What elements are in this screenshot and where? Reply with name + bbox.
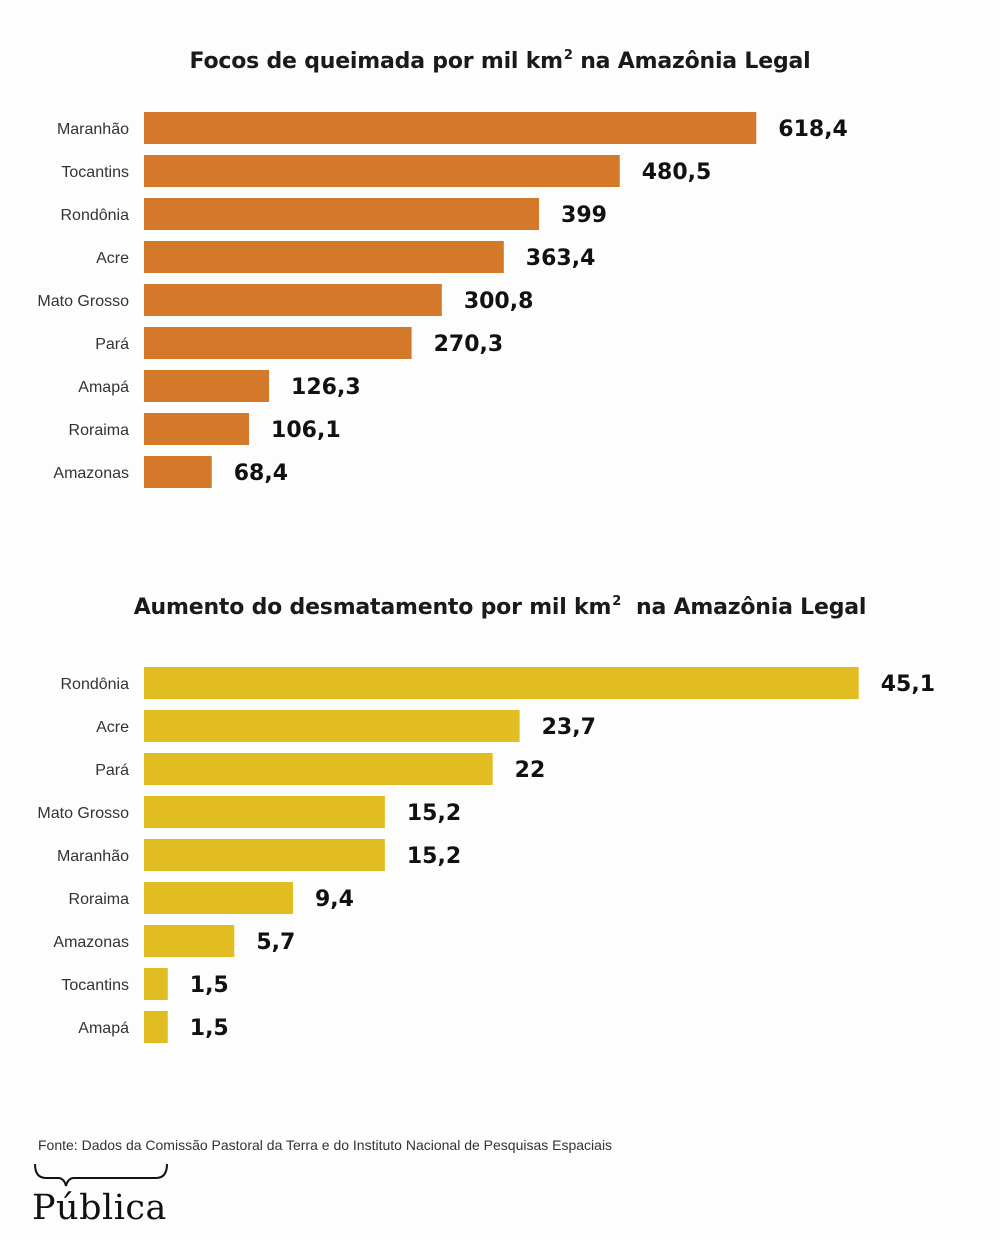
value-label: 9,4 xyxy=(315,887,354,912)
category-label: Mato Grosso xyxy=(37,293,129,310)
value-label: 270,3 xyxy=(434,332,504,357)
bar xyxy=(144,839,385,871)
bar xyxy=(144,456,212,488)
bar-chart-queimadas: Maranhão 618,4 Tocantins 480,5 Rondônia 399 Ac… xyxy=(37,112,848,488)
bar xyxy=(144,968,168,1000)
category-label: Acre xyxy=(96,250,129,267)
category-label: Pará xyxy=(95,336,129,353)
bar xyxy=(144,413,250,445)
category-label: Pará xyxy=(95,762,129,779)
category-label: Rondônia xyxy=(61,207,130,224)
speech-bubble-brace-icon xyxy=(34,1163,168,1187)
category-label: Rondônia xyxy=(61,676,130,693)
category-label: Tocantins xyxy=(61,164,129,181)
value-label: 15,2 xyxy=(407,801,461,826)
category-label: Maranhão xyxy=(57,848,129,865)
bar xyxy=(144,667,859,699)
category-label: Acre xyxy=(96,719,129,736)
bar xyxy=(144,925,235,957)
logo-text: Pública xyxy=(32,1188,167,1228)
bar xyxy=(144,882,293,914)
value-label: 618,4 xyxy=(778,117,848,142)
category-label: Mato Grosso xyxy=(37,805,129,822)
category-label: Tocantins xyxy=(61,977,129,994)
bar xyxy=(144,327,412,359)
bar xyxy=(144,112,757,144)
bar xyxy=(144,198,540,230)
category-label: Maranhão xyxy=(57,121,129,138)
value-label: 15,2 xyxy=(407,844,461,869)
category-label: Amapá xyxy=(78,1020,129,1037)
value-label: 106,1 xyxy=(271,418,341,443)
value-label: 23,7 xyxy=(542,715,596,740)
bar xyxy=(144,155,620,187)
value-label: 363,4 xyxy=(526,246,596,271)
chart-title-suffix: na Amazônia Legal xyxy=(621,595,867,620)
value-label: 5,7 xyxy=(256,930,295,955)
chart-title-superscript: 2 xyxy=(612,594,622,609)
bar xyxy=(144,710,520,742)
category-label: Amazonas xyxy=(53,934,129,951)
value-label: 1,5 xyxy=(190,1016,229,1041)
value-label: 45,1 xyxy=(881,672,935,697)
chart-title-suffix: na Amazônia Legal xyxy=(572,49,811,74)
chart-title-superscript: 2 xyxy=(563,48,573,63)
category-label: Amazonas xyxy=(53,465,129,482)
chart-title-desmatamento: Aumento do desmatamento por mil km2 na A… xyxy=(0,594,1000,620)
value-label: 399 xyxy=(561,203,607,228)
source-note: Fonte: Dados da Comissão Pastoral da Ter… xyxy=(38,1137,613,1153)
bar xyxy=(144,1011,168,1043)
category-label: Roraima xyxy=(69,891,130,908)
bar xyxy=(144,241,504,273)
value-label: 126,3 xyxy=(291,375,361,400)
bar xyxy=(144,796,385,828)
chart-title-queimadas: Focos de queimada por mil km2 na Amazôni… xyxy=(0,48,1000,74)
value-label: 1,5 xyxy=(190,973,229,998)
bar xyxy=(144,370,270,402)
value-label: 68,4 xyxy=(234,461,288,486)
bar xyxy=(144,284,442,316)
bar-chart-desmatamento: Rondônia 45,1 Acre 23,7 Pará 22 Mato Grosso 15,… xyxy=(37,667,935,1043)
value-label: 480,5 xyxy=(642,160,712,185)
value-label: 22 xyxy=(515,758,546,783)
chart-title-text: Aumento do desmatamento por mil km xyxy=(133,595,612,620)
category-label: Roraima xyxy=(69,422,130,439)
value-label: 300,8 xyxy=(464,289,534,314)
chart-title-text: Focos de queimada por mil km xyxy=(189,49,564,74)
publica-logo: Pública xyxy=(30,1160,180,1230)
bar xyxy=(144,753,493,785)
category-label: Amapá xyxy=(78,379,129,396)
